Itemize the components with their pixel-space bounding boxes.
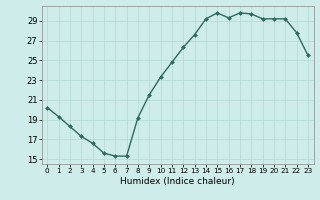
X-axis label: Humidex (Indice chaleur): Humidex (Indice chaleur)	[120, 177, 235, 186]
